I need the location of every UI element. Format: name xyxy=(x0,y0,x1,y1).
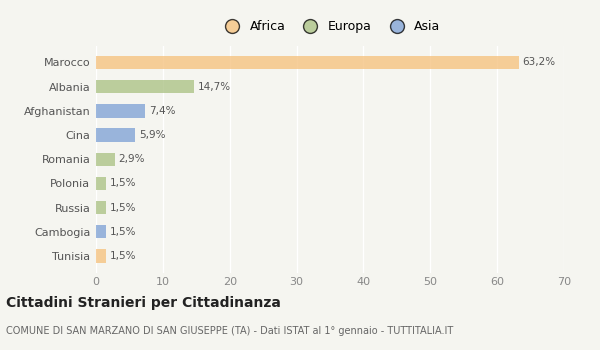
Bar xyxy=(96,153,115,166)
Text: 63,2%: 63,2% xyxy=(522,57,555,68)
Text: 1,5%: 1,5% xyxy=(109,251,136,261)
Bar xyxy=(96,225,106,238)
Text: 7,4%: 7,4% xyxy=(149,106,175,116)
Text: Cittadini Stranieri per Cittadinanza: Cittadini Stranieri per Cittadinanza xyxy=(6,296,281,310)
Text: 2,9%: 2,9% xyxy=(119,154,145,164)
Bar xyxy=(96,177,106,190)
Bar xyxy=(96,249,106,262)
Bar xyxy=(96,128,136,142)
Text: 1,5%: 1,5% xyxy=(109,178,136,188)
Text: 14,7%: 14,7% xyxy=(197,82,231,92)
Bar xyxy=(96,201,106,214)
Bar xyxy=(96,80,194,93)
Legend: Africa, Europa, Asia: Africa, Europa, Asia xyxy=(215,15,445,38)
Text: 1,5%: 1,5% xyxy=(109,227,136,237)
Text: 1,5%: 1,5% xyxy=(109,203,136,213)
Bar xyxy=(96,56,518,69)
Bar xyxy=(96,104,145,118)
Text: 5,9%: 5,9% xyxy=(139,130,165,140)
Text: COMUNE DI SAN MARZANO DI SAN GIUSEPPE (TA) - Dati ISTAT al 1° gennaio - TUTTITAL: COMUNE DI SAN MARZANO DI SAN GIUSEPPE (T… xyxy=(6,326,453,336)
